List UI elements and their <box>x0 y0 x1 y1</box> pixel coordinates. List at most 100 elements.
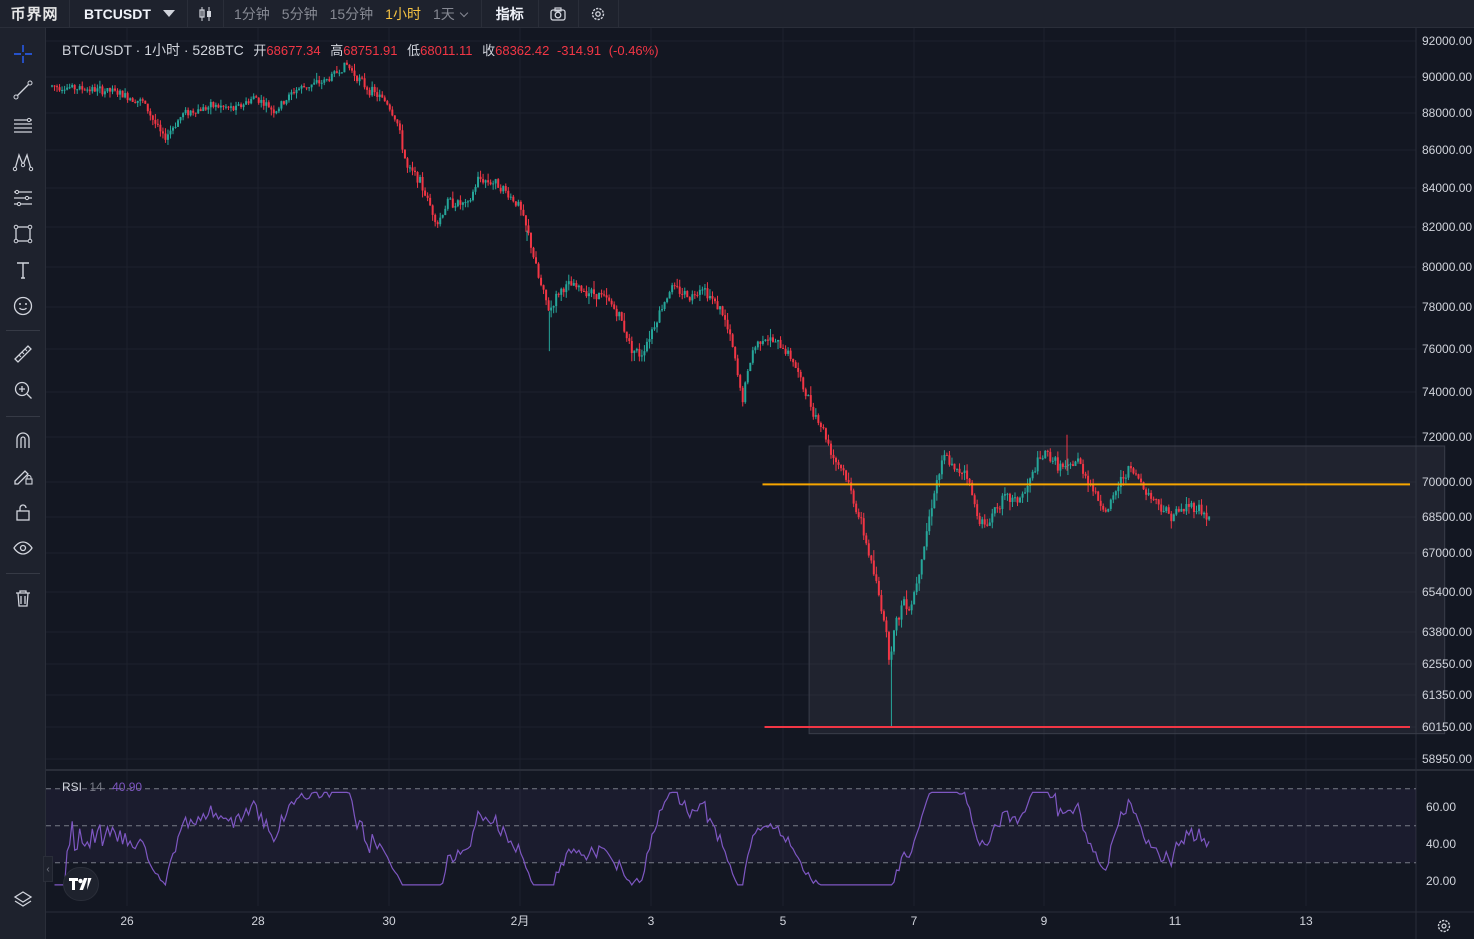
candle-body <box>545 289 548 301</box>
candle-body <box>794 362 797 368</box>
candle-body <box>643 351 646 356</box>
price-tick-label: 68500.00 <box>1422 510 1472 524</box>
candle-body <box>681 293 684 295</box>
candle-body <box>900 605 903 620</box>
candle-body <box>779 339 782 348</box>
ruler-tool[interactable] <box>9 340 37 368</box>
visibility-tool[interactable] <box>9 534 37 562</box>
candle-body <box>847 479 850 483</box>
candle-body <box>1029 478 1032 486</box>
candle-body <box>63 89 66 91</box>
candle-body <box>1092 484 1095 492</box>
candle-body <box>731 334 734 348</box>
candle-body <box>161 131 164 134</box>
interval-5m[interactable]: 5分钟 <box>281 5 318 22</box>
interval-15m[interactable]: 15分钟 <box>329 5 374 22</box>
candle-body <box>1074 461 1077 466</box>
candle-body <box>736 358 739 376</box>
price-tick-label: 67000.00 <box>1422 546 1472 560</box>
text-tool[interactable] <box>9 256 37 284</box>
candle-body <box>673 285 676 287</box>
pattern-tool[interactable] <box>9 148 37 176</box>
candle-body <box>424 190 427 196</box>
candle-body <box>1203 512 1206 515</box>
lock-tool[interactable] <box>9 498 37 526</box>
grid-lines <box>46 28 1416 906</box>
candle-body <box>998 508 1001 510</box>
symbol-selector[interactable]: BTCUSDT <box>70 0 188 28</box>
settings-button[interactable] <box>579 0 619 28</box>
candle-body <box>461 202 464 205</box>
chevron-down-icon <box>459 8 469 17</box>
candle-body <box>696 294 699 296</box>
zoom-tool[interactable] <box>9 376 37 404</box>
fib-tool[interactable] <box>9 184 37 212</box>
candle-body <box>809 395 812 407</box>
tradingview-logo[interactable] <box>63 867 99 901</box>
time-axis[interactable]: 26 28 30 2月 3 5 7 9 11 13 <box>120 914 1313 928</box>
object-tree-button[interactable] <box>9 886 37 914</box>
candle-body <box>1175 508 1178 515</box>
snapshot-button[interactable] <box>539 0 579 28</box>
magnet-tool[interactable] <box>9 426 37 454</box>
price-tick-label: 72000.00 <box>1422 430 1472 444</box>
candle-body <box>529 232 532 248</box>
candle-body <box>1104 509 1107 512</box>
candle-body <box>1155 499 1158 501</box>
candle-body <box>693 294 696 296</box>
top-toolbar: 币界网 BTCUSDT 1分钟 5分钟 15分钟 1小时 1天 指标 <box>0 0 1474 28</box>
chevron-down-icon <box>162 10 175 17</box>
candle-body <box>277 108 280 112</box>
candle-body <box>66 87 69 90</box>
settings-icon[interactable] <box>1436 918 1452 934</box>
candle-body <box>923 546 926 560</box>
candle-body <box>898 617 901 620</box>
candle-body <box>988 522 991 526</box>
candle-body <box>1094 491 1097 493</box>
candle-body <box>106 88 109 92</box>
candle-body <box>691 294 694 301</box>
candle-body <box>842 468 845 471</box>
delete-drawings-tool[interactable] <box>9 584 37 612</box>
candle-body <box>666 298 669 303</box>
drawing-lock-tool[interactable] <box>9 462 37 490</box>
interval-1m[interactable]: 1分钟 <box>234 5 270 22</box>
chart-type-button[interactable] <box>188 0 224 28</box>
candle-body <box>280 101 283 109</box>
candle-body <box>918 574 921 584</box>
horizontal-lines-tool[interactable] <box>9 112 37 140</box>
interval-1d[interactable]: 1天 <box>427 4 473 24</box>
rsi-axis[interactable]: 60.00 40.00 20.00 <box>1426 800 1456 888</box>
candle-body <box>877 580 880 596</box>
chart-title: BTC/USDT · 1小时 · 528BTC <box>62 42 244 58</box>
candle-body <box>928 516 931 532</box>
range-rectangle[interactable] <box>808 445 1446 735</box>
collapse-toolbar-button[interactable]: ‹ <box>43 856 53 882</box>
candle-body <box>227 106 230 108</box>
candle-body <box>966 470 969 479</box>
price-chart[interactable]: 92000.00 90000.00 88000.00 86000.00 84000.00… <box>46 28 1474 939</box>
candle-body <box>169 130 172 135</box>
candle-body <box>449 198 452 200</box>
candle-body <box>771 337 774 342</box>
candle-body <box>194 112 197 114</box>
trendline-tool[interactable] <box>9 76 37 104</box>
candle-body <box>807 395 810 397</box>
candle-body <box>192 110 195 113</box>
candle-body <box>678 286 681 294</box>
candle-body <box>434 214 437 223</box>
ohlc-legend: BTC/USDT · 1小时 · 528BTC 开68677.34 高68751… <box>62 40 659 60</box>
rectangle-tool[interactable] <box>9 220 37 248</box>
interval-1h[interactable]: 1小时 <box>385 5 421 22</box>
crosshair-tool[interactable] <box>9 40 37 68</box>
candle-body <box>1054 457 1057 461</box>
candle-body <box>592 289 595 295</box>
site-logo[interactable]: 币界网 <box>0 0 70 28</box>
candle-body <box>454 206 457 208</box>
emoji-tool[interactable] <box>9 292 37 320</box>
candle-body <box>386 101 389 105</box>
candle-body <box>585 291 588 297</box>
indicators-button[interactable]: 指标 <box>482 0 539 28</box>
candle-body <box>933 493 936 509</box>
price-axis[interactable]: 92000.00 90000.00 88000.00 86000.00 84000.00… <box>1422 34 1472 766</box>
